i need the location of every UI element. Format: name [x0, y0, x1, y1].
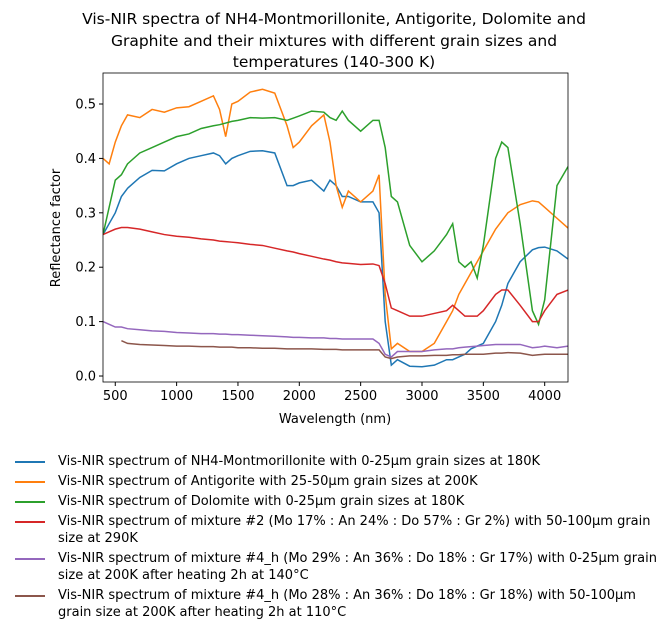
legend-label: Vis-NIR spectrum of Antigorite with 25-5…	[58, 474, 478, 489]
legend-entry: Vis-NIR spectrum of mixture #4_h (Mo 29%…	[12, 550, 657, 584]
x-axis-label: Wavelength (nm)	[279, 412, 391, 427]
x-tick-label: 3000	[405, 389, 438, 404]
x-tick-label: 2000	[283, 389, 316, 404]
x-tick-label: 3500	[467, 389, 500, 404]
series-line	[103, 150, 568, 368]
legend-swatch	[15, 461, 45, 463]
y-tick-label: 0.5	[75, 98, 96, 113]
chart: Vis-NIR spectra of NH4-Montmorillonite, …	[49, 10, 586, 427]
legend-entry: Vis-NIR spectrum of NH4-Montmorillonite …	[12, 453, 657, 470]
y-tick-label: 0.1	[75, 315, 96, 330]
legend-label: Vis-NIR spectrum of Dolomite with 0-25μm…	[58, 494, 465, 509]
x-tick-label: 1000	[160, 389, 193, 404]
x-tick-label: 2500	[344, 389, 377, 404]
chart-title: Graphite and their mixtures with differe…	[111, 32, 557, 50]
legend-label: Vis-NIR spectrum of mixture #4_h (Mo 29%…	[58, 551, 657, 583]
series-line	[103, 226, 568, 323]
series-line	[103, 320, 568, 358]
legend-entry: Vis-NIR spectrum of Antigorite with 25-5…	[12, 473, 657, 490]
series-line	[103, 109, 568, 327]
legend-label: Vis-NIR spectrum of mixture #4_h (Mo 28%…	[58, 588, 636, 620]
y-axis-label: Reflectance factor	[49, 168, 64, 287]
legend-swatch	[15, 521, 45, 523]
legend-label: Vis-NIR spectrum of mixture #2 (Mo 17% :…	[58, 514, 651, 546]
x-tick-label: 1500	[221, 389, 254, 404]
plot-frame	[102, 72, 569, 383]
legend-swatch	[15, 558, 45, 560]
chart-title: Vis-NIR spectra of NH4-Montmorillonite, …	[82, 10, 586, 28]
x-tick-label: 4000	[528, 389, 561, 404]
x-tick-label: 500	[103, 389, 128, 404]
chart-title: temperatures (140-300 K)	[233, 53, 435, 71]
legend-swatch	[15, 481, 45, 483]
legend-entry: Vis-NIR spectrum of mixture #4_h (Mo 28%…	[12, 587, 657, 621]
y-tick-label: 0.0	[75, 370, 96, 385]
legend-entry: Vis-NIR spectrum of Dolomite with 0-25μm…	[12, 493, 657, 510]
y-tick-label: 0.3	[75, 206, 96, 221]
y-tick-label: 0.2	[75, 261, 96, 276]
legend-label: Vis-NIR spectrum of NH4-Montmorillonite …	[58, 454, 540, 469]
series-line	[121, 339, 568, 360]
legend: Vis-NIR spectrum of NH4-Montmorillonite …	[12, 453, 657, 624]
legend-swatch	[15, 595, 45, 597]
y-tick-label: 0.4	[75, 152, 96, 167]
series-line	[103, 88, 568, 353]
legend-entry: Vis-NIR spectrum of mixture #2 (Mo 17% :…	[12, 513, 657, 547]
legend-swatch	[15, 501, 45, 503]
